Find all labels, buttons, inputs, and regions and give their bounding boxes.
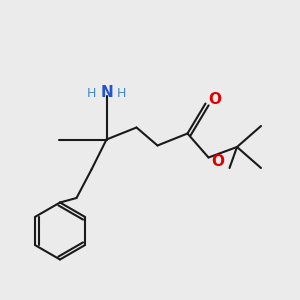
Text: O: O (212, 154, 224, 169)
Text: H: H (87, 87, 96, 100)
Text: N: N (100, 85, 113, 100)
Text: H: H (117, 87, 126, 100)
Text: O: O (208, 92, 221, 107)
